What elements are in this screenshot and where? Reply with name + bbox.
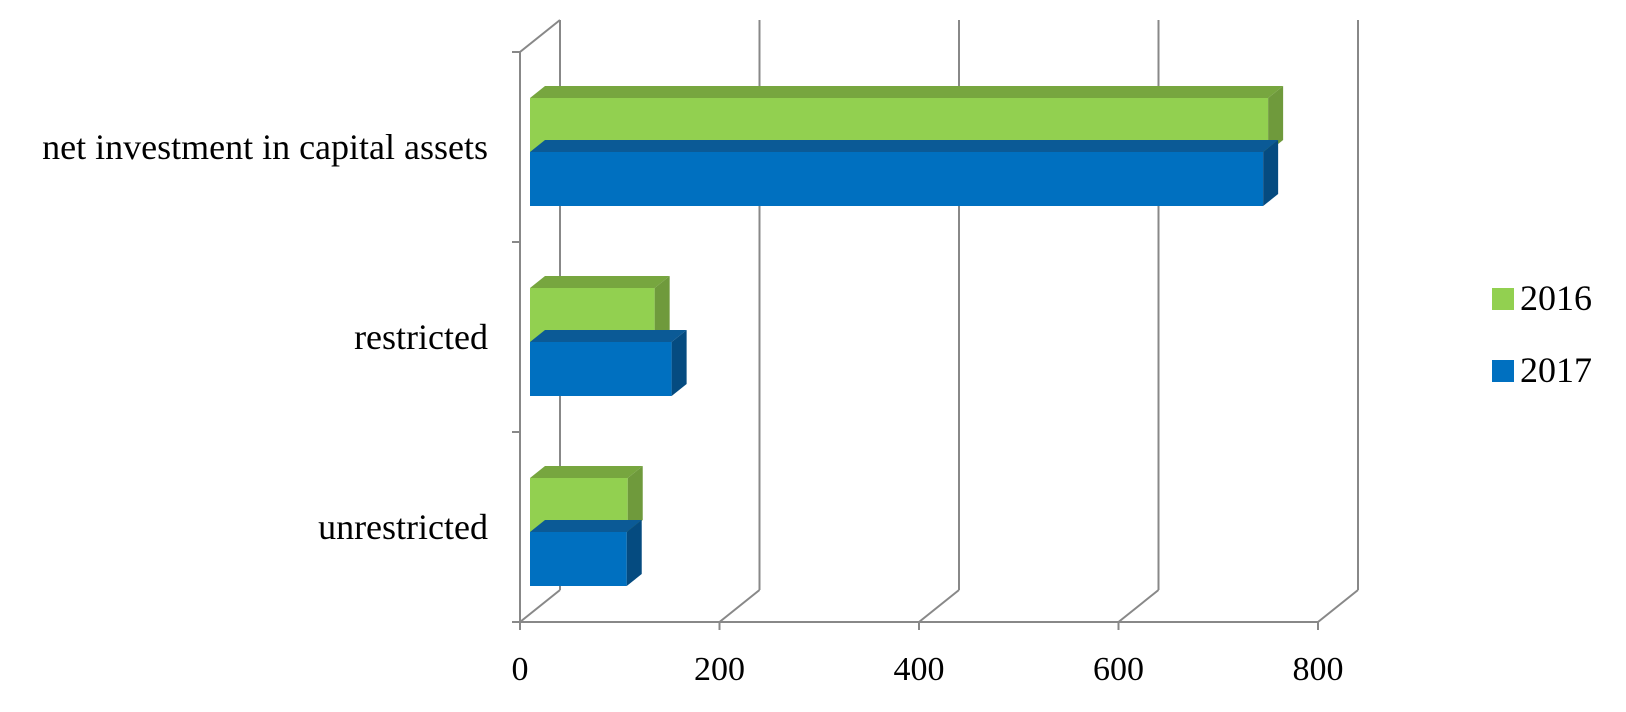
x-tick-label: 400 bbox=[894, 651, 945, 688]
bar-side-face bbox=[654, 276, 670, 342]
legend-label-2017: 2017 bbox=[1520, 350, 1592, 390]
category-label: net investment in capital assets bbox=[42, 127, 488, 167]
bar-top-face bbox=[530, 466, 643, 478]
bar-side-face bbox=[627, 466, 643, 532]
bar-side-face bbox=[1263, 140, 1279, 206]
bar-top-face bbox=[530, 86, 1284, 98]
x-tick-label: 600 bbox=[1093, 651, 1144, 688]
bar-side-face bbox=[626, 520, 642, 586]
bar-top-face bbox=[530, 140, 1279, 152]
floor-gridline bbox=[1317, 589, 1359, 623]
bar-side-face bbox=[671, 330, 687, 396]
legend: 2016 2017 bbox=[1492, 278, 1592, 390]
floor-gridline bbox=[718, 589, 761, 623]
floor-gridline bbox=[918, 589, 960, 623]
floor-gridline bbox=[1117, 589, 1160, 623]
x-tick-label: 800 bbox=[1293, 651, 1344, 688]
x-tick-label: 200 bbox=[694, 651, 745, 688]
x-axis-ticks: 0 200 400 600 800 bbox=[512, 651, 1344, 688]
bar-top-face bbox=[530, 520, 642, 532]
bar-top-face bbox=[530, 276, 670, 288]
bar-2017-2 bbox=[530, 520, 642, 586]
bar-front-face bbox=[530, 342, 672, 396]
legend-swatch-2016 bbox=[1492, 288, 1514, 310]
bar-front-face bbox=[530, 532, 627, 586]
category-label: unrestricted bbox=[318, 507, 488, 547]
bar-front-face bbox=[530, 152, 1264, 206]
bar-2017-0 bbox=[530, 140, 1279, 206]
x-tick-label: 0 bbox=[512, 651, 529, 688]
bar-side-face bbox=[1268, 86, 1284, 152]
category-labels: net investment in capital assets restrict… bbox=[42, 127, 488, 547]
legend-label-2016: 2016 bbox=[1520, 278, 1592, 318]
bar-2017-1 bbox=[530, 330, 687, 396]
floor-gridline bbox=[519, 589, 561, 623]
bar-top-face bbox=[530, 330, 687, 342]
chart-bars bbox=[530, 86, 1284, 586]
category-label: restricted bbox=[354, 317, 488, 357]
legend-swatch-2017 bbox=[1492, 360, 1514, 382]
